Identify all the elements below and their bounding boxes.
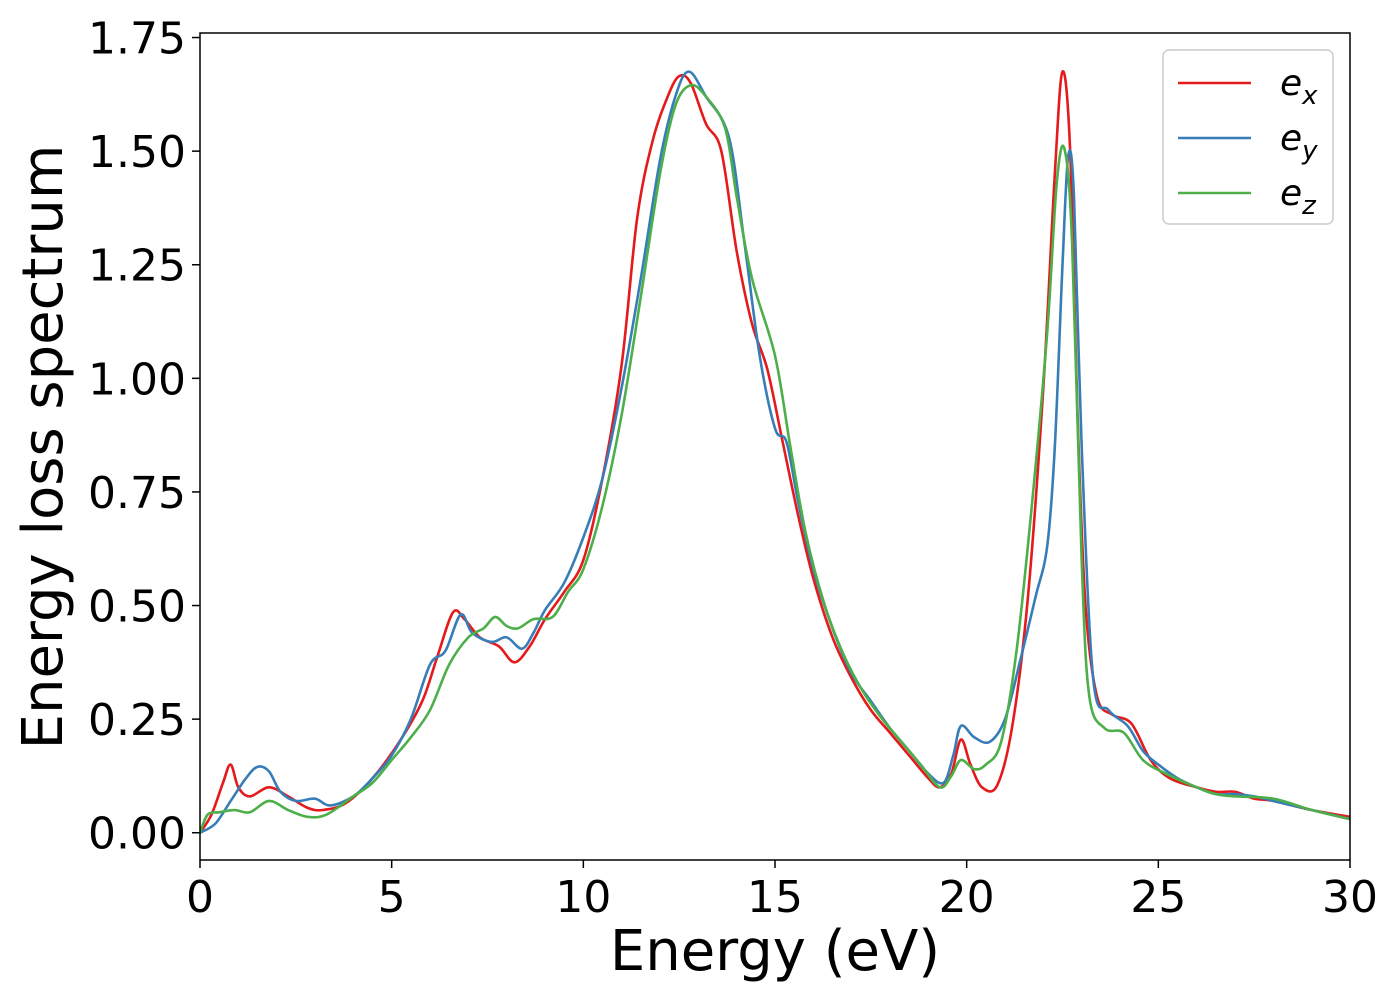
legend-entry-base: e — [1280, 63, 1302, 104]
legend-entry-label: ex — [1280, 63, 1318, 111]
legend-entry-subscript: x — [1301, 81, 1318, 111]
y-tick-label: 1.25 — [88, 241, 186, 292]
legend-entry-subscript: y — [1301, 136, 1318, 166]
x-tick-label: 20 — [939, 872, 995, 923]
y-tick-label: 0.00 — [88, 809, 186, 860]
series-line-e-y — [200, 70, 1350, 834]
y-tick-label: 1.50 — [88, 127, 186, 178]
legend-entry-label: ey — [1280, 118, 1318, 166]
legend-entry-base: e — [1280, 173, 1302, 214]
y-tick-label: 0.75 — [88, 468, 186, 519]
legend-entry-label: ez — [1280, 173, 1317, 221]
x-axis-ticks: 0 5 10 15 20 25 30 — [186, 860, 1378, 923]
x-tick-label: 0 — [186, 872, 214, 923]
legend-entry-subscript: z — [1301, 191, 1317, 221]
x-tick-label: 15 — [747, 872, 803, 923]
legend-entry-base: e — [1280, 118, 1302, 159]
y-axis-ticks: 0.00 0.25 0.50 0.75 1.00 1.25 1.50 1.75 — [88, 14, 200, 860]
y-tick-label: 1.00 — [88, 354, 186, 405]
y-tick-label: 0.25 — [88, 695, 186, 746]
y-axis-label: Energy loss spectrum — [11, 145, 76, 750]
x-tick-label: 25 — [1130, 872, 1186, 923]
x-axis-label: Energy (eV) — [610, 919, 940, 984]
series-layer — [200, 70, 1350, 834]
x-tick-label: 5 — [378, 872, 406, 923]
y-tick-label: 0.50 — [88, 582, 186, 633]
series-line-e-x — [200, 70, 1350, 834]
x-tick-label: 30 — [1322, 872, 1378, 923]
y-tick-label: 1.75 — [88, 14, 186, 65]
series-line-e-z — [200, 83, 1350, 834]
x-tick-label: 10 — [555, 872, 611, 923]
